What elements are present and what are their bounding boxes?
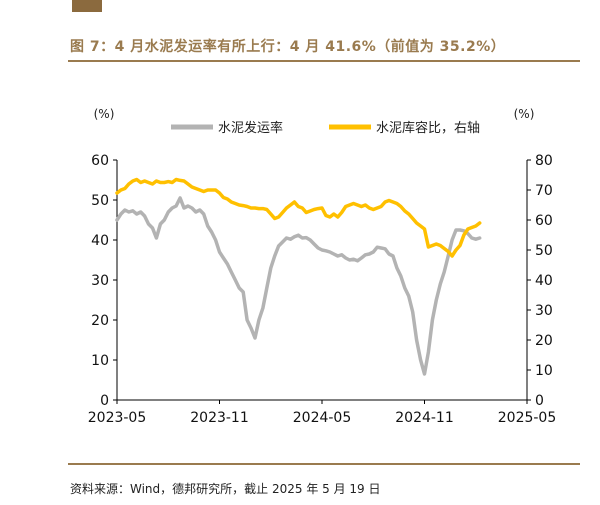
title-divider	[68, 60, 580, 62]
right-tick-label: 60	[535, 213, 553, 229]
left-tick-label: 30	[91, 273, 109, 289]
x-tick-label: 2024-11	[395, 410, 454, 426]
right-tick-label: 50	[535, 243, 553, 259]
series-inventory-ratio	[115, 177, 482, 258]
right-tick-label: 30	[535, 303, 553, 319]
right-tick-label: 70	[535, 183, 553, 199]
source-note: 资料来源：Wind，德邦研究所，截止 2025 年 5 月 19 日	[70, 482, 381, 496]
right-tick-label: 40	[535, 273, 553, 289]
footer-divider	[68, 463, 580, 465]
left-tick-label: 20	[91, 313, 109, 329]
right-axis-unit: (%)	[514, 107, 535, 121]
x-tick-label: 2024-05	[293, 410, 352, 426]
series-layer	[115, 177, 482, 376]
series-shipment-rate	[115, 196, 482, 376]
left-tick-label: 50	[91, 193, 109, 209]
left-tick-label: 60	[91, 153, 109, 169]
right-tick-label: 0	[535, 393, 544, 409]
x-tick-label: 2023-11	[190, 410, 249, 426]
x-tick-label: 2023-05	[88, 410, 147, 426]
legend-label-inventory: 水泥库容比，右轴	[376, 120, 480, 136]
legend: 水泥发运率 水泥库容比，右轴	[171, 120, 480, 136]
legend-label-shipment: 水泥发运率	[218, 120, 283, 136]
brand-logo	[72, 0, 102, 12]
right-tick-label: 80	[535, 153, 553, 169]
x-tick-label: 2025-05	[498, 410, 557, 426]
figure-title: 图 7：4 月水泥发运率有所上行：4 月 41.6%（前值为 35.2%）	[70, 39, 506, 55]
left-tick-label: 0	[100, 393, 109, 409]
left-tick-label: 40	[91, 233, 109, 249]
left-tick-label: 10	[91, 353, 109, 369]
right-tick-label: 10	[535, 363, 553, 379]
axes-layer: 0 10 20 30 40 50 60 0 10 20 30 40 50 60 70 80 2023-05 202…	[88, 153, 557, 426]
left-axis-unit: (%)	[94, 107, 115, 121]
line-chart: 0 10 20 30 40 50 60 0 10 20 30 40 50 60 70 80 2023-05 202…	[88, 107, 557, 426]
right-tick-label: 20	[535, 333, 553, 349]
